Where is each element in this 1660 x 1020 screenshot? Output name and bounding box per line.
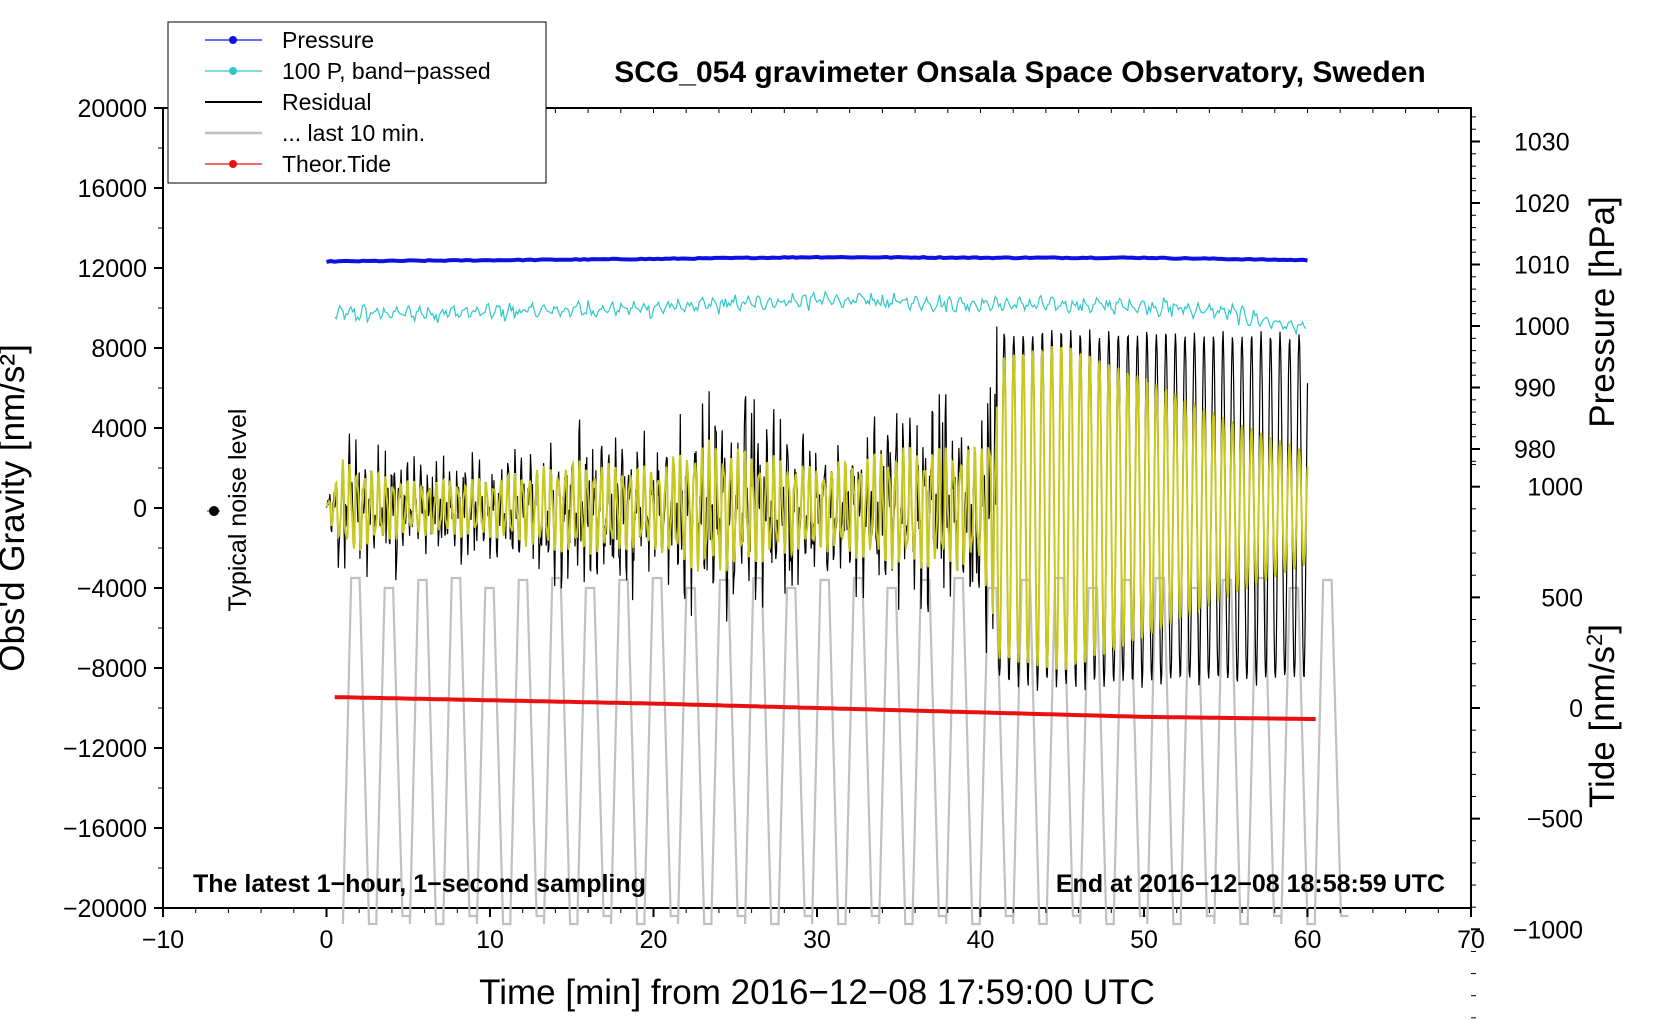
x-tick-label: 60 [1294, 926, 1322, 954]
legend-label: ... last 10 min. [282, 120, 425, 146]
chart-title: SCG_054 gravimeter Onsala Space Observat… [614, 56, 1426, 89]
y-tick-label: −8000 [77, 655, 147, 683]
tide-line [334, 695, 1316, 722]
pressure-tick-label: 1030 [1514, 129, 1570, 157]
y-axis-gravity: 20000 16000 12000 8000 4000 0 −4000 −8000 −12000… [63, 95, 163, 923]
x-tick-label: −10 [142, 926, 184, 954]
noise-marker [207, 506, 220, 516]
legend-item: Theor.Tide [205, 151, 391, 177]
y-tick-label: 20000 [77, 95, 147, 123]
pressure-bp-line [334, 290, 1307, 336]
series-theoretical-tide [334, 695, 1316, 722]
y-axis-pressure: 1030 1020 1010 1000 990 980 [1471, 116, 1570, 464]
tide-tick-label: 0 [1569, 695, 1583, 723]
tide-axis-title: Tide [nm/s2] [1582, 624, 1622, 808]
legend-item: Residual [205, 89, 372, 115]
y-axis-title: Obs'd Gravity [nm/s²] [0, 344, 32, 672]
x-axis-title: Time [min] from 2016−12−08 17:59:00 UTC [479, 973, 1155, 1012]
legend-item: 100 P, band−passed [205, 58, 491, 84]
pressure-tick-label: 1010 [1514, 252, 1570, 280]
y-tick-label: 0 [133, 495, 147, 523]
pressure-line [326, 254, 1308, 264]
y-tick-label: 4000 [91, 415, 147, 443]
annotation-end-time: End at 2016−12−08 18:58:59 UTC [1056, 870, 1445, 898]
series-pressure-band-passed [334, 290, 1307, 336]
pressure-tick-label: 1020 [1514, 190, 1570, 218]
y-tick-label: 12000 [77, 255, 147, 283]
x-axis: −10 0 10 20 30 40 50 60 70 [142, 108, 1485, 954]
y-tick-label: 8000 [91, 335, 147, 363]
legend-swatch-marker [229, 67, 237, 75]
y-tick-label: −16000 [63, 815, 147, 843]
pressure-tick-label: 980 [1514, 436, 1556, 464]
legend: Pressure 100 P, band−passed Residual ... la… [167, 21, 547, 184]
tide-tick-label: 500 [1541, 584, 1583, 612]
x-tick-label: 10 [476, 926, 504, 954]
x-tick-label: 70 [1457, 926, 1485, 954]
x-tick-label: 40 [967, 926, 995, 954]
legend-items: Pressure 100 P, band−passed Residual ... la… [205, 27, 491, 177]
tide-tick-label: −500 [1527, 806, 1583, 834]
legend-item: Pressure [205, 27, 374, 53]
tide-tick-label: −1000 [1513, 916, 1583, 944]
y-tick-label: −20000 [63, 895, 147, 923]
filtered-line [325, 346, 1309, 670]
pressure-tick-label: 1000 [1514, 313, 1570, 341]
annotation-latest: The latest 1−hour, 1−second sampling [193, 870, 646, 898]
x-tick-label: 0 [320, 926, 334, 954]
legend-item: ... last 10 min. [205, 120, 425, 146]
legend-label: Pressure [282, 27, 374, 53]
tide-tick-label: 1000 [1527, 474, 1583, 502]
series-last-10-min [341, 576, 1349, 926]
last10-line [341, 576, 1349, 926]
pressure-axis-title: Pressure [hPa] [1583, 196, 1622, 428]
x-tick-label: 30 [803, 926, 831, 954]
y-tick-label: −4000 [77, 575, 147, 603]
legend-label: 100 P, band−passed [282, 58, 491, 84]
x-tick-label: 50 [1130, 926, 1158, 954]
y-tick-label: 16000 [77, 175, 147, 203]
x-tick-label: 20 [640, 926, 668, 954]
legend-swatch-marker [229, 160, 237, 168]
pressure-tick-label: 990 [1514, 375, 1556, 403]
noise-label: Typical noise level [224, 409, 252, 612]
legend-label: Residual [282, 89, 372, 115]
series-pressure [326, 254, 1308, 264]
y-tick-label: −12000 [63, 735, 147, 763]
legend-swatch-marker [229, 36, 237, 44]
legend-label: Theor.Tide [282, 151, 391, 177]
series-residual-filtered [325, 346, 1309, 670]
